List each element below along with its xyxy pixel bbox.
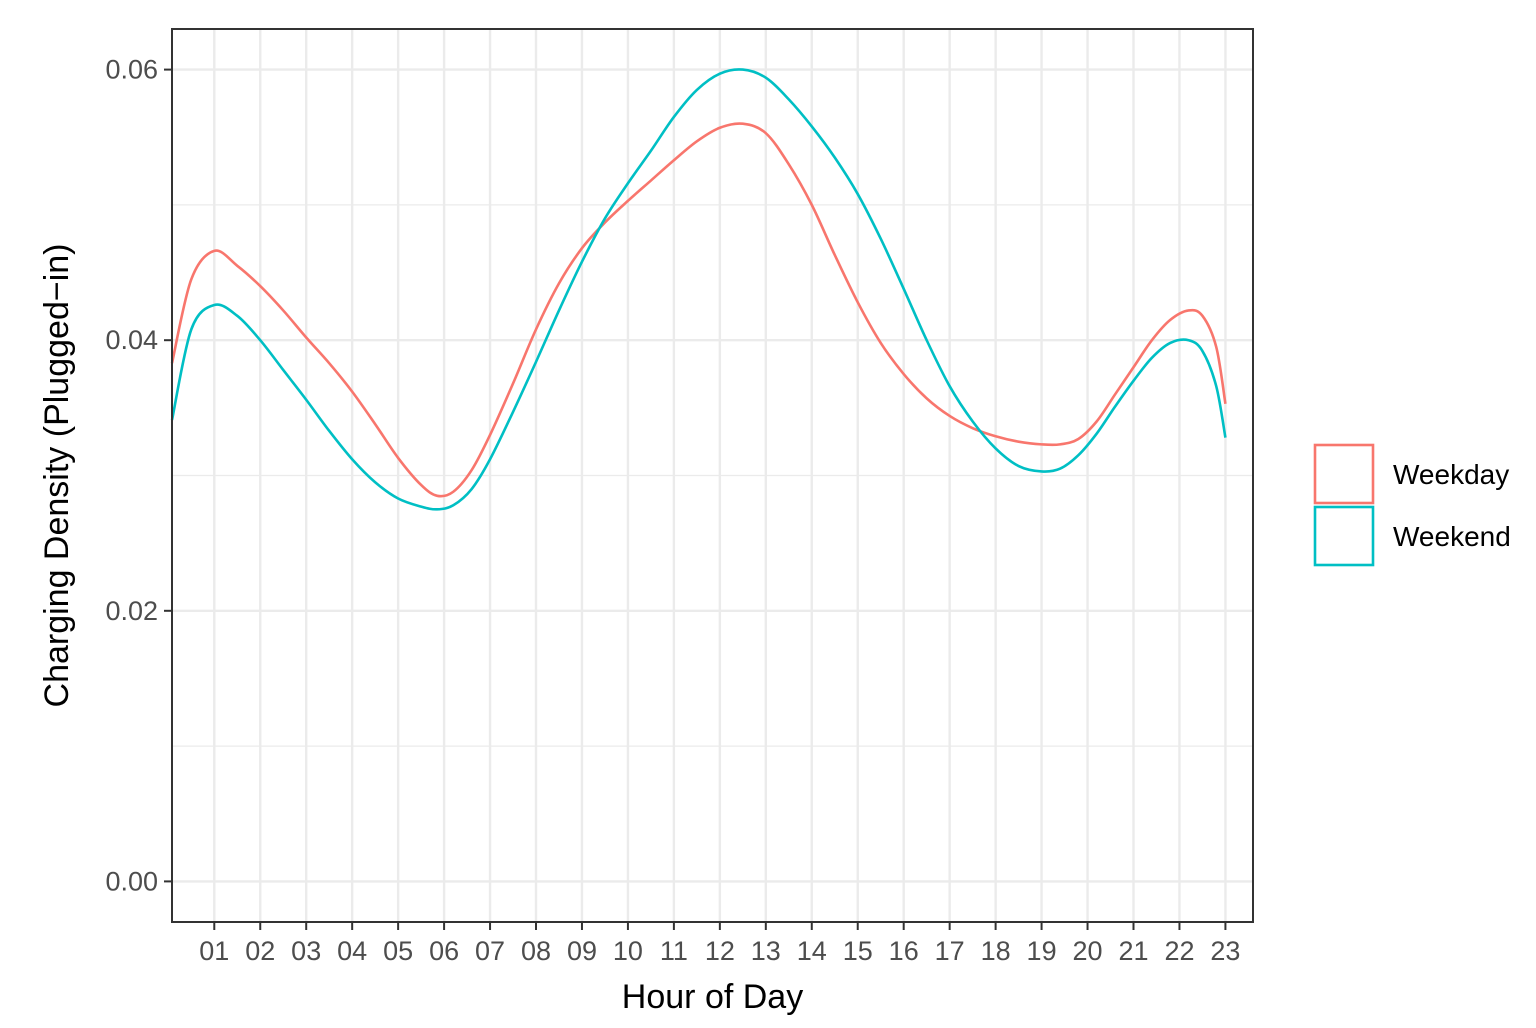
legend-key-weekend: [1313, 505, 1375, 567]
legend: Weekday Weekend: [1313, 443, 1511, 567]
x-tick-label: 08: [521, 936, 551, 966]
x-tick-label: 15: [843, 936, 873, 966]
x-tick-label: 01: [199, 936, 229, 966]
y-tick-label: 0.04: [105, 325, 158, 355]
x-tick-label: 02: [245, 936, 275, 966]
y-tick-label: 0.06: [105, 55, 158, 85]
x-tick-label: 12: [705, 936, 735, 966]
x-tick-label: 04: [337, 936, 367, 966]
x-tick-label: 18: [981, 936, 1011, 966]
x-tick-label: 06: [429, 936, 459, 966]
grid: [172, 29, 1253, 922]
series-lines: [170, 68, 1227, 511]
x-tick-label: 17: [935, 936, 965, 966]
x-tick-label: 13: [751, 936, 781, 966]
x-tick-label: 14: [797, 936, 827, 966]
series-line-weekend: [170, 68, 1227, 511]
x-tick-label: 20: [1073, 936, 1103, 966]
x-tick-label: 23: [1210, 936, 1240, 966]
x-tick-label: 22: [1164, 936, 1194, 966]
x-tick-label: 03: [291, 936, 321, 966]
legend-label-weekend: Weekend: [1393, 521, 1511, 552]
series-line-weekday: [170, 122, 1227, 498]
y-tick-label: 0.00: [105, 866, 158, 896]
x-tick-label: 16: [889, 936, 919, 966]
axis-ticks: 0.00 0.02 0.04 0.06 01 02 03 04 05 06 07 08 09 10 11 12…: [105, 55, 1240, 966]
plot-panel-border: [171, 28, 1254, 923]
legend-label-weekday: Weekday: [1393, 459, 1509, 490]
x-tick-label: 19: [1027, 936, 1057, 966]
y-axis-title: Charging Density (Plugged−in): [38, 244, 76, 708]
x-tick-label: 09: [567, 936, 597, 966]
x-tick-label: 05: [383, 936, 413, 966]
x-tick-label: 07: [475, 936, 505, 966]
legend-key-weekday: [1313, 443, 1375, 505]
x-tick-label: 10: [613, 936, 643, 966]
x-tick-label: 11: [660, 936, 688, 966]
y-tick-label: 0.02: [105, 596, 158, 626]
x-tick-label: 21: [1118, 936, 1148, 966]
x-axis-title: Hour of Day: [622, 978, 803, 1016]
